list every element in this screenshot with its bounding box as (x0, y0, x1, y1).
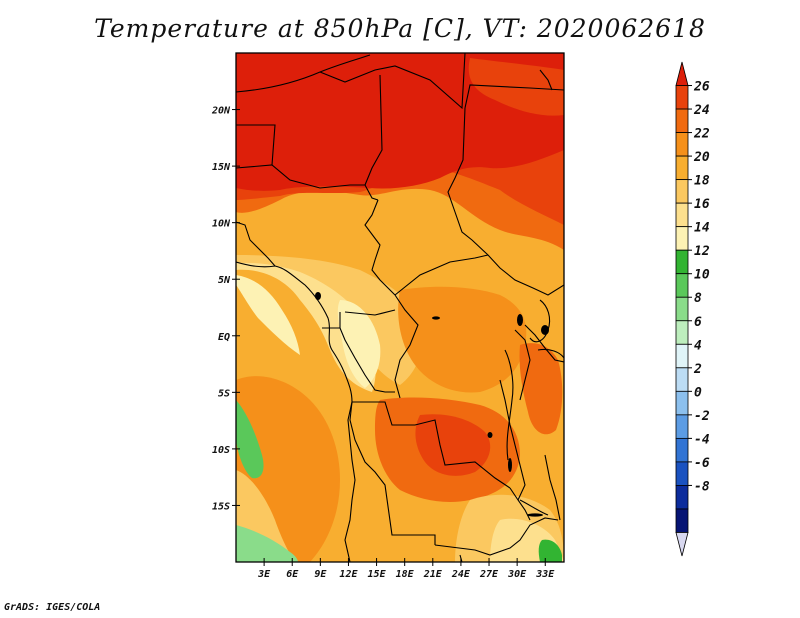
colorbar-label: 20 (693, 150, 710, 165)
lon-tick-label: 3E (257, 569, 271, 580)
lat-tick-label: 10S (212, 445, 230, 456)
colorbar-label: -8 (694, 479, 710, 494)
colorbar-segment (675, 85, 689, 110)
colorbar-label: 26 (693, 80, 710, 95)
lon-tick-label: 24E (451, 569, 471, 580)
lon-tick-label: 30E (507, 569, 527, 580)
colorbar-segment (675, 296, 689, 322)
colorbar-segment (675, 320, 689, 345)
colorbar-segment (675, 202, 689, 228)
grads-credit: GrADS: IGES/COLA (4, 602, 101, 613)
colorbar-label: -2 (694, 409, 710, 424)
colorbar-segment (675, 461, 689, 486)
colorbar-label: 24 (693, 103, 710, 118)
lon-tick-label: 21E (423, 569, 443, 580)
colorbar-bottom-triangle (675, 532, 689, 557)
colorbar-segment (675, 390, 689, 416)
colorbar-segment (675, 485, 689, 510)
colorbar-label: 4 (694, 338, 702, 353)
colorbar-segment (675, 343, 689, 369)
colorbar-segment (675, 273, 689, 298)
colorbar-label: -6 (694, 456, 710, 471)
field-band-20-east (398, 286, 527, 393)
field-band-22-east (519, 343, 563, 435)
lakes (315, 292, 549, 517)
colorbar-label: 18 (694, 174, 710, 189)
lon-tick-label: 33E (535, 569, 555, 580)
lat-tick-label: 5N (218, 275, 231, 286)
lat-tick-label: 15N (212, 162, 231, 173)
colorbar-label: 10 (694, 268, 710, 283)
lat-tick-label: 5S (218, 388, 230, 399)
colorbar-segment (675, 437, 689, 463)
field-band-12-coast (236, 400, 264, 479)
colorbar-segment (675, 132, 689, 157)
colorbar-segment (675, 508, 689, 533)
colorbar-label: 22 (693, 127, 710, 142)
colorbar-segment (675, 155, 689, 181)
lat-tick-label: 15S (212, 501, 230, 512)
colorbar-segment (675, 108, 689, 133)
lat-tick-label: EQ (218, 332, 230, 343)
longitude-axis: 3E 6E 9E 12E 15E 18E 21E 24E 27E 30E 33E (257, 558, 555, 580)
latitude-axis: 20N 15N 10N 5N EQ 5S 10S 15S (211, 106, 240, 512)
country-borders (236, 53, 564, 562)
colorbar-segment (675, 367, 689, 392)
lon-tick-label: 9E (314, 569, 327, 580)
colorbar-label: 0 (694, 385, 702, 400)
colorbar-segment (675, 414, 689, 439)
field-band-14-c (337, 300, 381, 388)
colorbar-segment (675, 249, 689, 275)
lon-tick-label: 15E (368, 569, 387, 580)
lat-tick-label: 10N (212, 219, 231, 230)
colorbar-label: -4 (694, 432, 710, 447)
map-frame (235, 52, 565, 563)
lon-tick-label: 12E (339, 569, 358, 580)
colorbar-label: 16 (694, 197, 710, 212)
colorbar-segment (675, 226, 689, 251)
colorbar-segment (675, 179, 689, 204)
lat-tick-label: 20N (211, 106, 231, 117)
chart-title: Temperature at 850hPa [C], VT: 202006261… (94, 14, 706, 43)
colorbar-top-triangle (675, 61, 689, 86)
colorbar-label: 12 (694, 244, 710, 259)
colorbar-label: 6 (694, 315, 702, 330)
lon-tick-label: 27E (479, 569, 499, 580)
lon-tick-label: 18E (396, 569, 415, 580)
field-band-10-sw (236, 525, 298, 562)
lon-tick-label: 6E (286, 569, 299, 580)
field-band-12-se (538, 539, 562, 562)
colorbar-label: 14 (694, 221, 710, 236)
field-band-14 (236, 275, 300, 355)
colorbar-label: 8 (694, 291, 702, 306)
field-band-16 (236, 262, 376, 392)
field-band-24-south (415, 414, 491, 476)
colorbar-label: 2 (693, 362, 702, 377)
